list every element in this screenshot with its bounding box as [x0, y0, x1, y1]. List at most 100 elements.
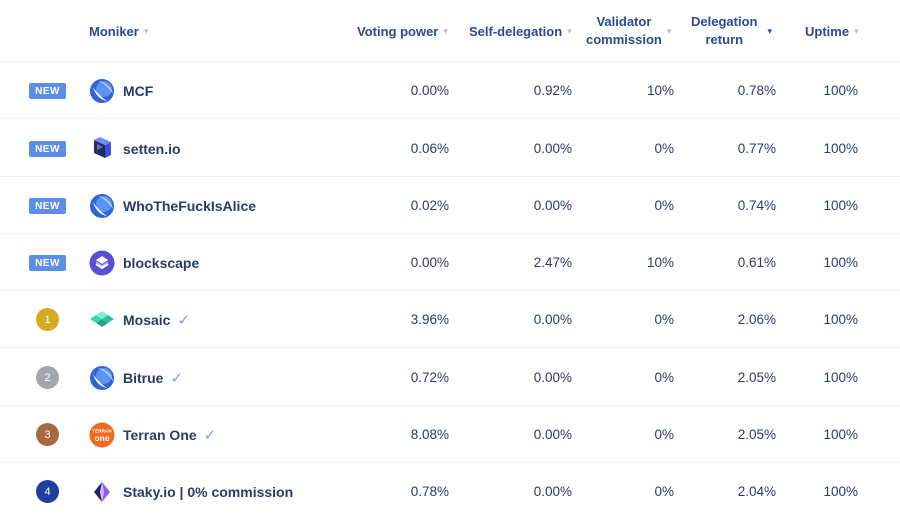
sort-caret-icon: ▾: [567, 25, 572, 36]
validator-name[interactable]: WhoTheFuckIsAlice: [123, 177, 256, 234]
commission-value: 0%: [654, 427, 674, 442]
table-row[interactable]: NEW MCF 0.00% 0.92% 10% 0.78% 100%: [0, 62, 900, 119]
sort-caret-icon: ▾: [443, 25, 448, 36]
column-header-validator-commission[interactable]: Validator commission ▾: [586, 0, 671, 62]
validator-name-text: Mosaic: [123, 311, 171, 328]
delegation-return-value: 2.05%: [737, 370, 776, 385]
self-delegation-value: 0.00%: [533, 141, 572, 156]
new-badge: NEW: [29, 83, 66, 99]
table-row[interactable]: NEW blockscape 0.00% 2.47% 10% 0.61% 100…: [0, 234, 900, 291]
sort-caret-icon: ▾: [143, 25, 149, 36]
mosaic-icon: [89, 307, 115, 333]
sort-caret-icon: ▾: [666, 25, 672, 36]
rank-badge-silver: 2: [36, 366, 59, 389]
terra-station-icon: [89, 78, 115, 104]
uptime-value: 100%: [823, 198, 858, 213]
column-header-label: Delegation: [691, 14, 758, 29]
uptime-value: 100%: [823, 141, 858, 156]
self-delegation-value: 0.00%: [533, 312, 572, 327]
validator-name[interactable]: Staky.io | 0% commission: [123, 463, 293, 520]
table-header: Moniker ▾ Voting power ▾ Self-delegation…: [0, 0, 900, 62]
column-header-voting-power[interactable]: Voting power ▾: [357, 0, 448, 62]
voting-power-value: 3.96%: [410, 312, 449, 327]
terran-one-icon: TERRAN one: [89, 422, 115, 448]
validator-name-text: Terran One: [123, 426, 197, 443]
self-delegation-value: 0.92%: [533, 83, 572, 98]
delegation-return-value: 0.78%: [737, 83, 776, 98]
self-delegation-value: 0.00%: [533, 370, 572, 385]
uptime-value: 100%: [823, 484, 858, 499]
new-badge: NEW: [29, 198, 66, 214]
validator-name-text: WhoTheFuckIsAlice: [123, 197, 257, 214]
column-header-label: Voting power: [357, 23, 439, 39]
table-row[interactable]: 3 TERRAN one Terran One ✓ 8.08% 0.00% 0% …: [0, 406, 900, 463]
terra-station-icon: [89, 193, 115, 219]
column-header-label: Uptime: [805, 23, 850, 39]
delegation-return-value: 2.06%: [737, 312, 776, 327]
terran-one-logo-text: one: [94, 433, 109, 443]
validator-name[interactable]: Terran One ✓: [123, 406, 216, 463]
verified-check-icon: ✓: [170, 369, 184, 387]
validator-name[interactable]: MCF: [123, 62, 153, 119]
table-row[interactable]: 1 Mosaic ✓ 3.96% 0.00% 0% 2.06% 100%: [0, 291, 900, 348]
uptime-value: 100%: [823, 370, 858, 385]
commission-value: 0%: [654, 484, 674, 499]
validator-name[interactable]: setten.io: [123, 120, 181, 177]
column-header-label: return: [705, 32, 744, 47]
voting-power-value: 0.72%: [410, 370, 449, 385]
blockscape-icon: [89, 250, 115, 276]
uptime-value: 100%: [823, 312, 858, 327]
voting-power-value: 0.06%: [410, 141, 449, 156]
voting-power-value: 0.02%: [410, 198, 449, 213]
table-row[interactable]: NEW WhoTheFuckIsAlice 0.02% 0.00% 0% 0.7…: [0, 177, 900, 234]
validator-name-text: MCF: [123, 82, 154, 99]
uptime-value: 100%: [823, 83, 858, 98]
new-badge: NEW: [29, 255, 66, 271]
validator-name-text: blockscape: [123, 254, 200, 271]
column-header-label: Validator: [596, 14, 652, 29]
terra-station-icon: [89, 365, 115, 391]
column-header-moniker[interactable]: Moniker ▾: [89, 0, 148, 62]
voting-power-value: 0.78%: [410, 484, 449, 499]
validator-name[interactable]: Mosaic ✓: [123, 291, 190, 348]
uptime-value: 100%: [823, 255, 858, 270]
self-delegation-value: 0.00%: [533, 198, 572, 213]
table-row[interactable]: 4 Staky.io | 0% commission 0.78% 0.00% 0…: [0, 463, 900, 520]
table-row[interactable]: 2 Bitrue ✓ 0.72% 0.00% 0% 2.05% 100%: [0, 349, 900, 406]
column-header-label: commission: [586, 32, 662, 47]
self-delegation-value: 2.47%: [533, 255, 572, 270]
column-header-self-delegation[interactable]: Self-delegation ▾: [469, 0, 572, 62]
new-badge: NEW: [29, 141, 66, 157]
validator-name-text: setten.io: [123, 140, 181, 157]
self-delegation-value: 0.00%: [533, 484, 572, 499]
delegation-return-value: 0.77%: [737, 141, 776, 156]
validator-name[interactable]: blockscape: [123, 234, 199, 291]
commission-value: 10%: [646, 255, 674, 270]
rank-badge-gold: 1: [36, 308, 59, 331]
delegation-return-value: 2.04%: [737, 484, 776, 499]
validator-name[interactable]: Bitrue ✓: [123, 349, 183, 406]
verified-check-icon: ✓: [177, 311, 191, 329]
commission-value: 0%: [654, 370, 674, 385]
terran-one-logo-text: TERRAN: [92, 429, 112, 434]
commission-value: 0%: [654, 141, 674, 156]
voting-power-value: 0.00%: [410, 255, 449, 270]
rank-badge: 4: [36, 480, 59, 503]
table-row[interactable]: NEW setten.io 0.06% 0.00% 0% 0.77% 100%: [0, 120, 900, 177]
delegation-return-value: 0.61%: [737, 255, 776, 270]
staky-icon: [89, 479, 115, 505]
validator-name-text: Bitrue: [123, 369, 164, 386]
validator-name-text: Staky.io | 0% commission: [123, 483, 294, 500]
uptime-value: 100%: [823, 427, 858, 442]
commission-value: 10%: [646, 83, 674, 98]
voting-power-value: 8.08%: [410, 427, 449, 442]
delegation-return-value: 2.05%: [737, 427, 776, 442]
column-header-label: Moniker: [89, 23, 139, 39]
column-header-uptime[interactable]: Uptime ▾: [805, 0, 859, 62]
delegation-return-value: 0.74%: [737, 198, 776, 213]
commission-value: 0%: [654, 198, 674, 213]
column-header-delegation-return[interactable]: Delegation return ▾: [691, 0, 772, 62]
rank-badge-bronze: 3: [36, 423, 59, 446]
verified-check-icon: ✓: [203, 426, 217, 444]
